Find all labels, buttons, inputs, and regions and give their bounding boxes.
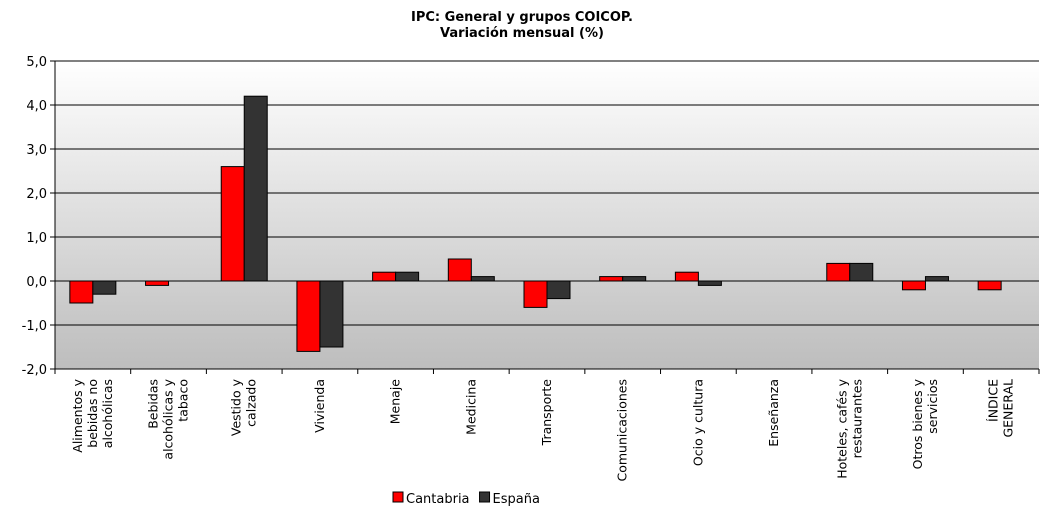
y-tick-label: 3,0 <box>26 143 47 158</box>
bar-espa-a-5 <box>470 276 495 282</box>
bar-espa-a-0 <box>92 280 117 295</box>
bar-cantabria-6 <box>523 280 548 308</box>
category-label-10: Hoteles, cafés y <box>834 378 849 478</box>
chart-title-line-2: Variación mensual (%) <box>440 26 604 41</box>
category-label-6: Transporte <box>539 379 554 447</box>
category-label-7: Comunicaciones <box>615 379 630 482</box>
axes <box>50 60 1040 374</box>
y-tick-label: -2,0 <box>22 363 47 378</box>
legend-swatch-0 <box>392 491 404 503</box>
legend: Cantabria España <box>392 491 540 506</box>
y-tick-label: 1,0 <box>26 231 47 246</box>
bar-espa-a-11 <box>924 276 949 282</box>
category-label-12: GENERAL <box>1001 379 1016 438</box>
category-label-2: Vestido y <box>229 378 244 436</box>
category-label-4: Menaje <box>388 379 403 425</box>
y-tick-label: 5,0 <box>26 55 47 70</box>
bar-cantabria-7 <box>599 276 624 282</box>
bar-cantabria-8 <box>674 271 699 282</box>
category-label-5: Medicina <box>463 379 478 435</box>
plot-area <box>55 61 1039 369</box>
bar-espa-a-8 <box>697 280 722 286</box>
bar-cantabria-3 <box>296 280 321 352</box>
bar-espa-a-6 <box>546 280 571 300</box>
chart-title-line-1: IPC: General y grupos COICOP. <box>411 10 633 25</box>
category-label-1: alcohólicas y <box>161 378 176 459</box>
bar-cantabria-5 <box>447 258 472 282</box>
category-label-11: servicios <box>925 379 940 434</box>
bar-espa-a-7 <box>622 276 647 282</box>
bar-cantabria-0 <box>69 280 94 304</box>
bar-cantabria-2 <box>220 166 245 282</box>
bar-cantabria-12 <box>977 280 1002 291</box>
y-tick-label: -1,0 <box>22 319 47 334</box>
category-label-1: tabaco <box>176 379 191 422</box>
bar-espa-a-10 <box>849 262 874 282</box>
category-label-10: restaurantes <box>849 379 864 458</box>
y-tick-label: 0,0 <box>26 275 47 290</box>
category-label-0: alcohólicas <box>100 379 115 448</box>
bar-cantabria-10 <box>826 262 851 282</box>
bar-espa-a-2 <box>243 95 268 282</box>
category-label-0: bebidas no <box>85 379 100 448</box>
category-label-9: Enseñanza <box>766 379 781 447</box>
bar-espa-a-3 <box>319 280 344 348</box>
category-label-2: calzado <box>244 379 259 427</box>
legend-label-0: Cantabria <box>406 492 470 506</box>
bar-cantabria-11 <box>901 280 926 291</box>
category-label-11: Otros bienes y <box>910 378 925 469</box>
category-label-12: ÍNDICE <box>986 379 1001 422</box>
bar-espa-a-4 <box>395 271 420 282</box>
category-label-3: Vivienda <box>312 379 327 433</box>
y-tick-labels: 5,0 4,0 3,0 2,0 1,0 0,0 -1,0 -2,0 <box>22 55 47 378</box>
category-label-0: Alimentos y <box>70 378 85 452</box>
legend-label-1: España <box>493 492 540 506</box>
bar-cantabria-4 <box>372 271 397 282</box>
y-tick-label: 4,0 <box>26 99 47 114</box>
category-label-1: Bebidas <box>146 379 161 429</box>
category-label-8: Ocio y cultura <box>690 379 705 466</box>
legend-swatch-1 <box>479 491 491 503</box>
y-tick-label: 2,0 <box>26 187 47 202</box>
x-category-labels: Alimentos y bebidas no alcohólicas Bebidas a… <box>70 378 1016 481</box>
bar-cantabria-1 <box>145 280 170 286</box>
